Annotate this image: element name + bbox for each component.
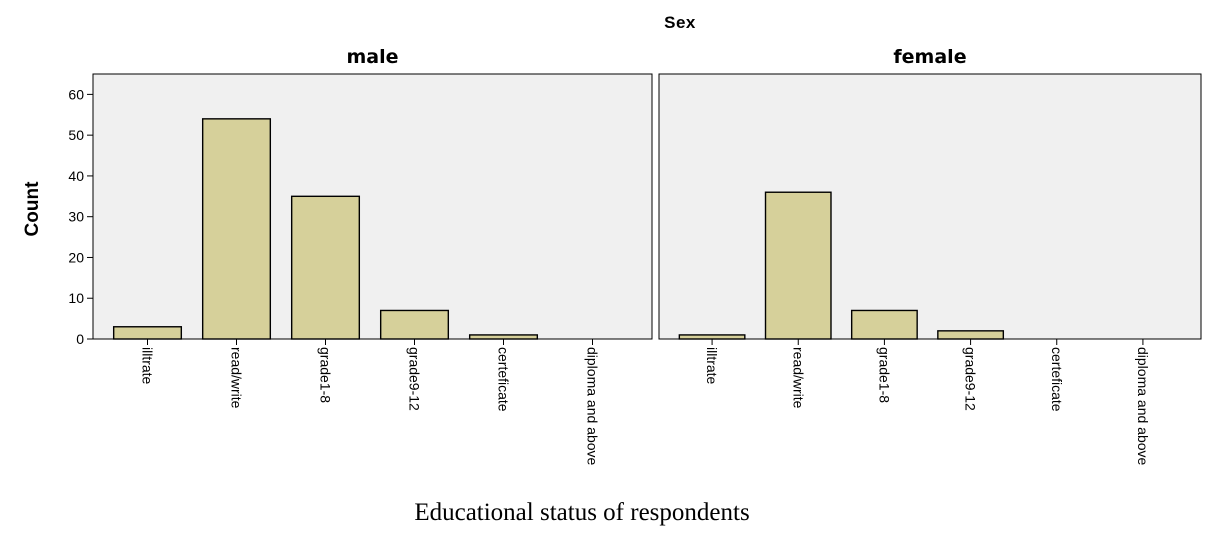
facet-title-male: male [346, 46, 398, 68]
y-tick-label: 20 [68, 249, 84, 265]
bar-female-2 [850, 309, 918, 340]
y-tick-label: 0 [76, 331, 84, 347]
panel-female: female illtrate read/write grade1-8 grade9-1… [658, 46, 1202, 466]
bar-female-0 [678, 334, 746, 340]
x-tick-label: diploma and above [1135, 347, 1151, 466]
x-tick-label: illtrate [140, 347, 156, 385]
x-tick-label: certeficate [1049, 347, 1065, 412]
x-tick-label: grade1-8 [876, 347, 892, 403]
y-tick-label: 50 [68, 127, 84, 143]
x-tick-label: grade9-12 [407, 347, 423, 411]
bar-female-3 [937, 330, 1005, 340]
x-tick-label: read/write [229, 347, 245, 409]
bar-male-4 [468, 334, 539, 340]
chart-title: Sex [664, 13, 696, 32]
y-tick-label: 10 [68, 290, 84, 306]
plot-area-female [658, 73, 1202, 340]
x-tick-label: read/write [790, 347, 806, 409]
x-tick-label: certeficate [496, 347, 512, 412]
panel-male: male illtrate read/write grade1-8 grade9-12 c… [92, 46, 653, 466]
x-tick-label: diploma and above [585, 347, 601, 466]
plot-area-male [92, 73, 653, 340]
x-tick-label: illtrate [704, 347, 720, 385]
bar-male-1 [201, 118, 272, 340]
chart-panels: male illtrate read/write grade1-8 grade9-12 c… [68, 46, 1202, 466]
bar-male-2 [290, 195, 361, 340]
y-tick-label: 30 [68, 209, 84, 225]
x-tick-label: grade1-8 [318, 347, 334, 403]
x-tick-label: grade9-12 [963, 347, 979, 411]
bar-male-3 [379, 309, 450, 340]
bar-female-1 [764, 191, 832, 340]
y-tick-label: 40 [68, 168, 84, 184]
y-axis-label: Count [22, 181, 43, 237]
facet-title-female: female [893, 46, 966, 68]
y-tick-label: 60 [68, 86, 84, 102]
bar-male-0 [112, 326, 183, 340]
x-axis-label: Educational status of respondents [414, 499, 749, 526]
